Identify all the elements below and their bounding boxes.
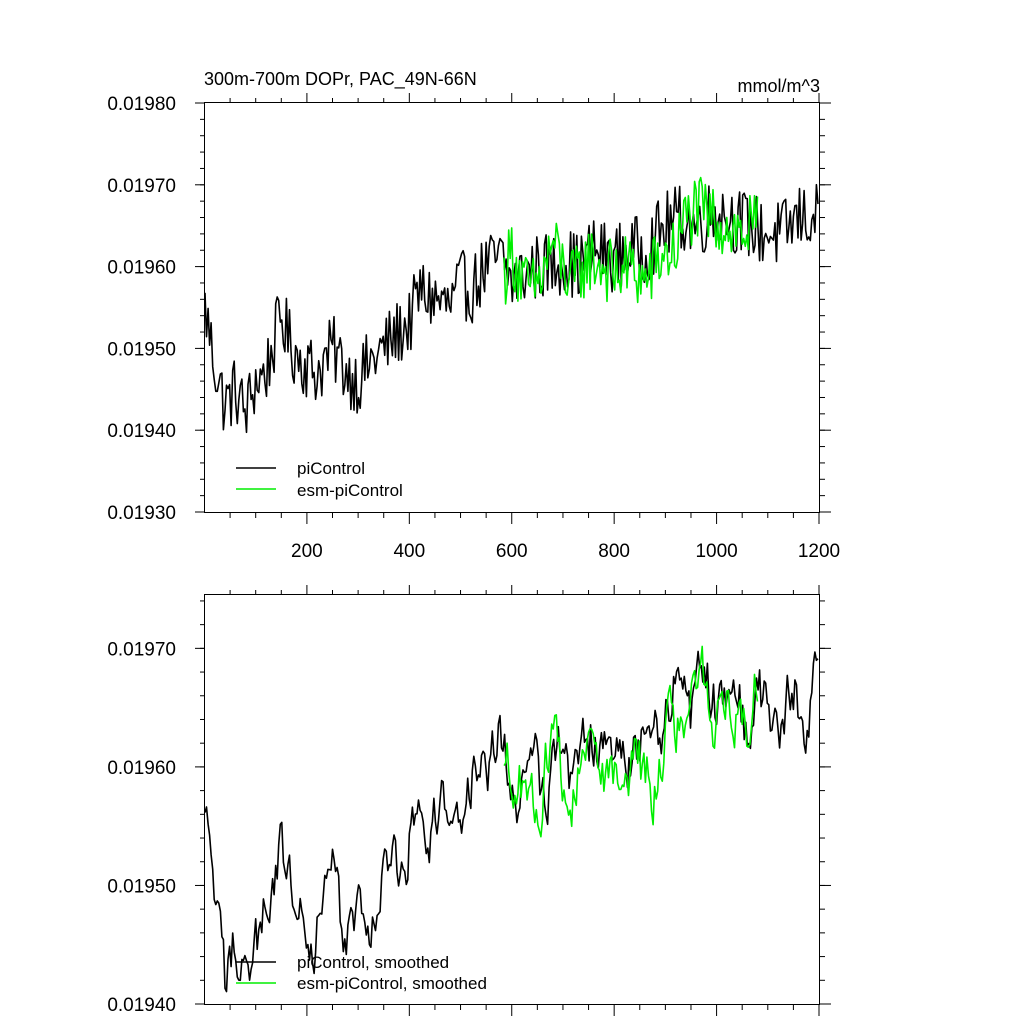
x-tick-label: 1000 (695, 541, 737, 562)
y-tick-label: 0.01930 (107, 503, 176, 524)
top-legend: piControl esm-piControl (236, 459, 403, 500)
top-panel: 300m-700m DOPr, PAC_49N-66N mmol/m^3 0.0… (107, 69, 840, 562)
y-tick-label: 0.01950 (107, 876, 176, 897)
y-tick-label: 0.01970 (107, 639, 176, 660)
bottom-legend: piControl, smoothed esm-piControl, smoot… (236, 953, 487, 993)
y-tick-label: 0.01950 (107, 339, 176, 360)
x-tick-label: 400 (393, 541, 425, 562)
series-line-esm-picontrol-smoothed (503, 645, 759, 838)
top-plot-frame (204, 102, 820, 513)
bottom-legend-label-picontrol: piControl, smoothed (297, 953, 449, 972)
x-tick-label: 200 (291, 541, 323, 562)
top-x-axis-labels: 200 400 600 800 1000 1200 (291, 541, 840, 562)
top-ticks (195, 93, 831, 524)
top-y-axis-labels: 0.01930 0.01940 0.01950 0.01960 0.01970 0.019… (107, 94, 176, 524)
bottom-panel: 0.01940 0.01950 0.01960 0.01970 piControl, … (107, 585, 831, 1016)
bottom-legend-label-esm-picontrol: esm-piControl, smoothed (297, 974, 487, 993)
y-tick-label: 0.01940 (107, 995, 176, 1016)
top-panel-title: 300m-700m DOPr, PAC_49N-66N (204, 69, 477, 90)
x-tick-label: 1200 (798, 541, 840, 562)
y-tick-label: 0.01960 (107, 258, 176, 279)
top-panel-units: mmol/m^3 (738, 76, 820, 96)
top-legend-label-picontrol: piControl (297, 459, 365, 478)
series-line-picontrol (204, 183, 819, 434)
x-tick-label: 600 (496, 541, 528, 562)
bottom-series (204, 645, 819, 993)
series-line-esm-picontrol (503, 176, 759, 305)
bottom-y-axis-labels: 0.01940 0.01950 0.01960 0.01970 (107, 639, 176, 1016)
bottom-ticks (195, 585, 831, 1016)
y-tick-label: 0.01960 (107, 758, 176, 779)
y-tick-label: 0.01980 (107, 94, 176, 115)
y-tick-label: 0.01940 (107, 421, 176, 442)
top-series (204, 176, 819, 434)
x-tick-label: 800 (598, 541, 630, 562)
top-legend-label-esm-picontrol: esm-piControl (297, 481, 403, 500)
y-tick-label: 0.01970 (107, 176, 176, 197)
